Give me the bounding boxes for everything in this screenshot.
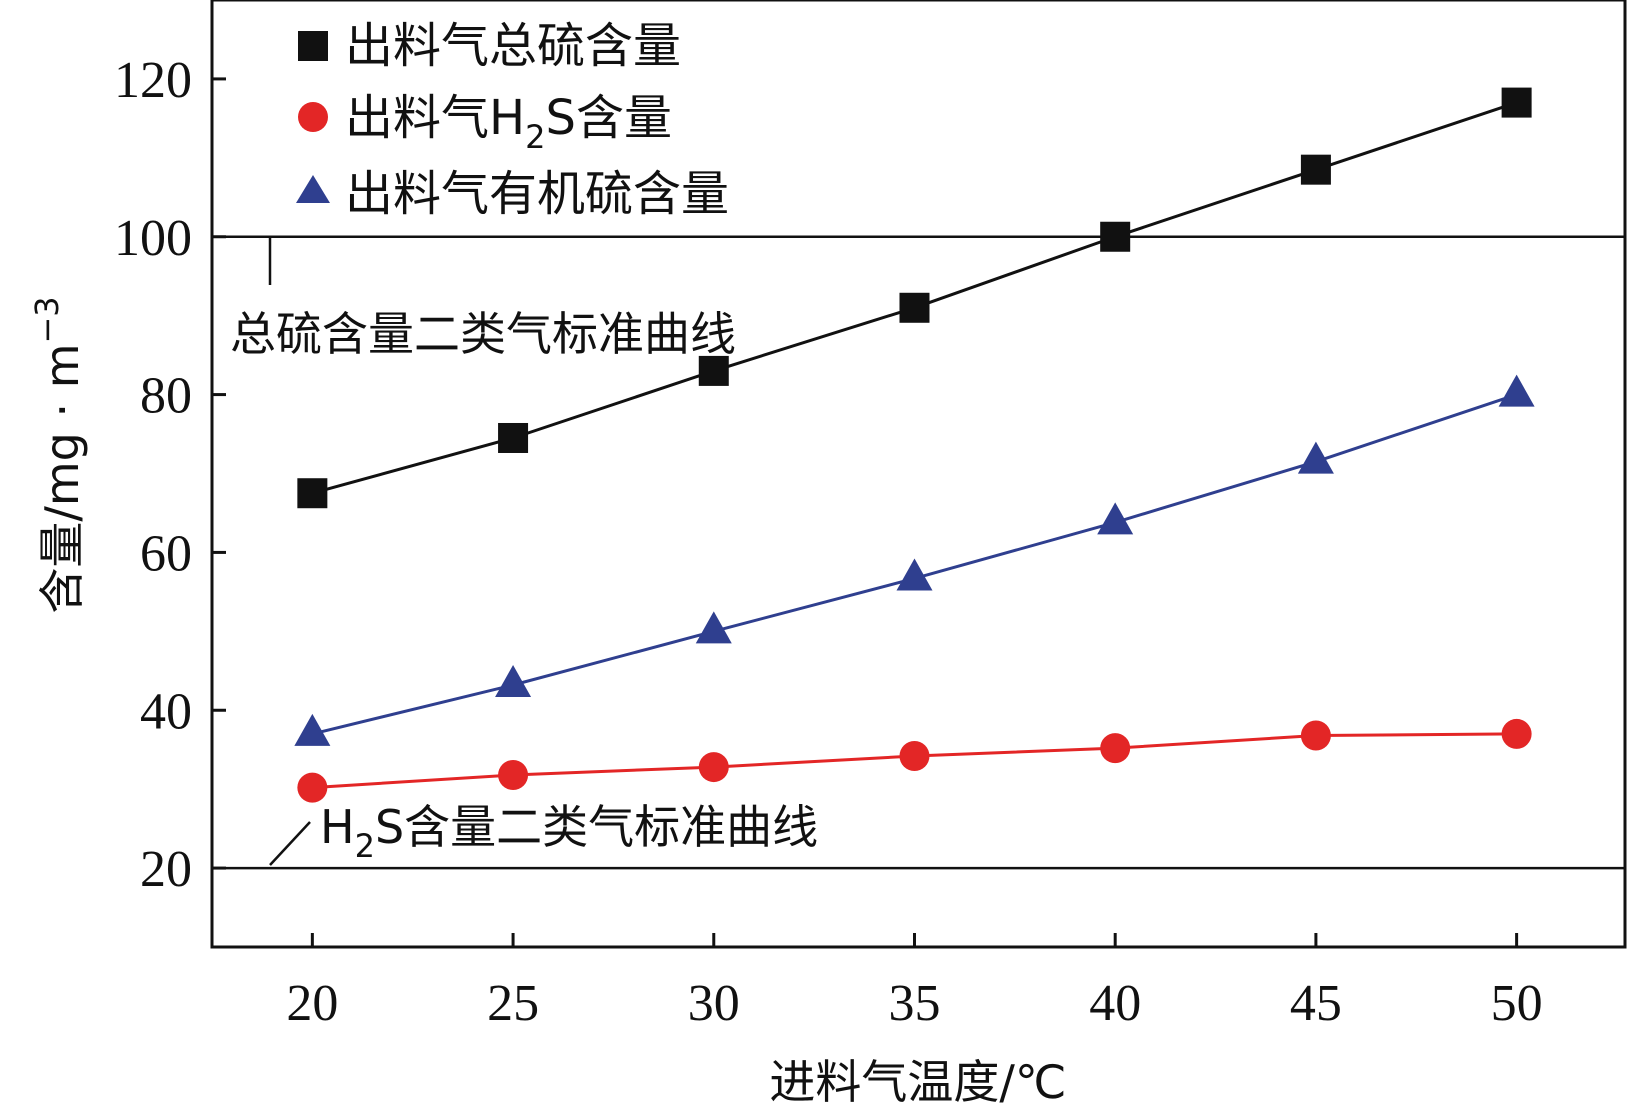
data-point-total-sulfur <box>297 478 328 509</box>
data-point-h2s <box>698 752 729 783</box>
legend-label-h2s: 出料气H2S含量 <box>345 90 672 156</box>
x-tick-label: 30 <box>688 975 740 1032</box>
series-markers <box>294 87 1535 803</box>
data-point-organic-sulfur <box>1297 441 1334 474</box>
data-point-organic-sulfur <box>1097 502 1134 535</box>
x-tick-label: 40 <box>1089 975 1141 1032</box>
y-axis-ticks: 20 40 60 80 100 120 <box>114 52 226 898</box>
data-point-organic-sulfur <box>495 664 532 697</box>
x-axis-title: 进料气温度/℃ <box>769 1055 1066 1109</box>
data-point-total-sulfur <box>1100 221 1131 252</box>
total-sulfur-standard-label: 总硫含量二类气标准曲线 <box>230 307 736 361</box>
data-point-organic-sulfur <box>896 558 933 591</box>
legend: 出料气总硫含量 出料气H2S含量 出料气有机硫含量 <box>296 18 729 222</box>
legend-marker-h2s <box>298 102 328 132</box>
data-point-h2s <box>1300 720 1331 751</box>
data-point-h2s <box>1100 733 1131 764</box>
data-point-organic-sulfur <box>294 713 331 746</box>
plot-area <box>210 0 1627 949</box>
y-tick-label: 60 <box>140 525 192 582</box>
legend-marker-total-sulfur <box>298 31 328 61</box>
h2s-standard-leader <box>269 821 311 866</box>
data-point-organic-sulfur <box>1498 374 1535 407</box>
data-point-h2s <box>498 759 529 790</box>
data-point-h2s <box>297 772 328 803</box>
y-tick-label: 120 <box>114 52 192 109</box>
legend-label-total-sulfur: 出料气总硫含量 <box>345 18 681 74</box>
reference-lines <box>212 235 1625 870</box>
y-axis-title: 含量/mg · m−3 <box>28 296 89 613</box>
y-tick-label: 100 <box>114 210 192 267</box>
y-tick-label: 40 <box>140 683 192 740</box>
data-point-h2s <box>899 741 930 772</box>
data-point-total-sulfur <box>1501 87 1532 118</box>
y-tick-label: 20 <box>140 841 192 898</box>
x-tick-label: 50 <box>1491 975 1543 1032</box>
x-tick-label: 35 <box>888 975 940 1032</box>
data-point-total-sulfur <box>698 355 729 386</box>
x-tick-label: 25 <box>487 975 539 1032</box>
x-axis-ticks: 20 25 30 35 40 45 50 <box>286 933 1543 1032</box>
data-point-total-sulfur <box>498 422 529 453</box>
data-point-organic-sulfur <box>695 611 732 644</box>
data-point-h2s <box>1501 718 1532 749</box>
x-tick-label: 20 <box>286 975 338 1032</box>
data-point-total-sulfur <box>1300 154 1331 185</box>
x-tick-label: 45 <box>1290 975 1342 1032</box>
y-tick-label: 80 <box>140 368 192 425</box>
legend-label-organic-sulfur: 出料气有机硫含量 <box>345 166 729 222</box>
legend-marker-organic-sulfur <box>296 175 330 203</box>
h2s-standard-label: H2S含量二类气标准曲线 <box>320 800 818 865</box>
data-point-total-sulfur <box>899 292 930 323</box>
